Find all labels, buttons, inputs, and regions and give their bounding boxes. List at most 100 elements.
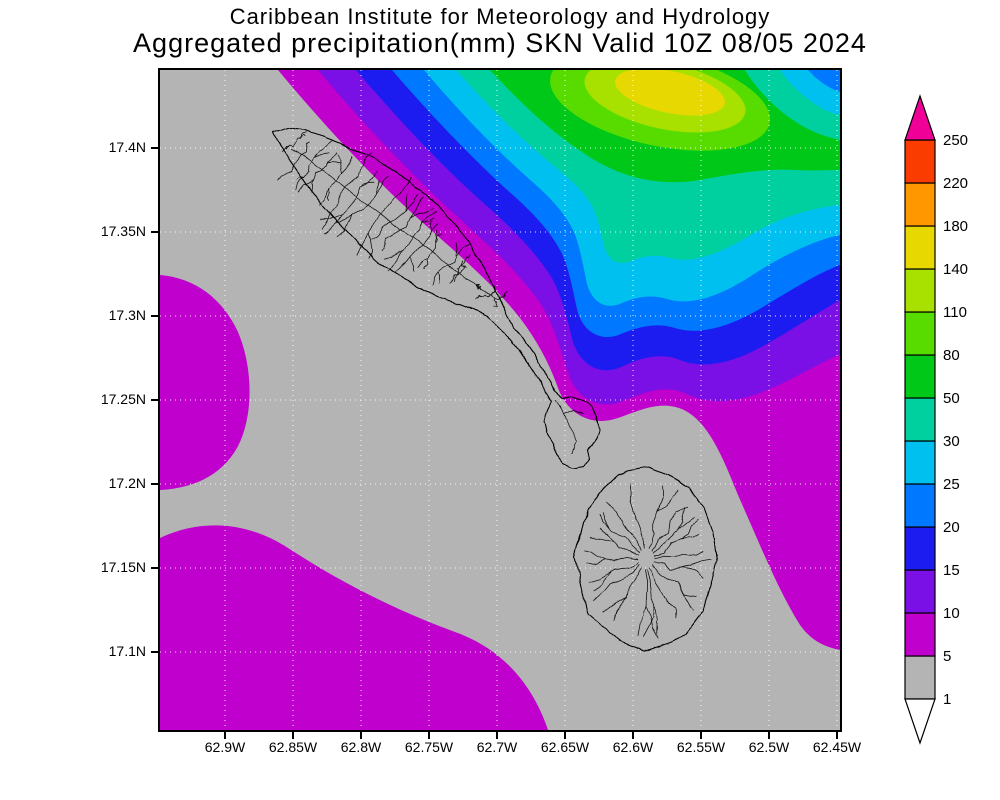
nevis-island-outline	[574, 466, 718, 652]
stream-line	[603, 512, 612, 533]
stream-line	[327, 187, 331, 201]
stream-line	[298, 170, 322, 193]
stream-line	[588, 561, 639, 583]
stream-line	[285, 145, 290, 150]
stream-line	[457, 254, 472, 270]
stream-line	[593, 564, 640, 602]
stream-line	[435, 230, 439, 246]
colorbar-cell	[904, 268, 936, 313]
stream-line	[397, 196, 425, 232]
stream-line	[356, 215, 380, 256]
stream-line	[319, 214, 343, 221]
lon-tick-label: 62.9W	[204, 739, 246, 755]
colorbar-cell	[904, 569, 936, 614]
stream-line	[310, 179, 315, 192]
colorbar-level-label: 50	[943, 390, 960, 407]
stream-line	[652, 516, 695, 554]
map-area	[158, 68, 842, 732]
colorbar-cell	[904, 397, 936, 442]
lat-tick-mark	[151, 483, 158, 485]
stream-line	[411, 256, 415, 272]
stream-line	[309, 139, 333, 167]
stream-line	[354, 170, 378, 200]
colorbar-level-label: 25	[943, 476, 960, 493]
lat-tick-mark	[151, 651, 158, 653]
stream-line	[387, 234, 415, 273]
stream-line	[598, 514, 640, 554]
stream-line	[421, 217, 434, 223]
st-kitts-island-outline	[272, 126, 600, 469]
stream-line	[605, 501, 642, 552]
stream-line	[381, 231, 399, 251]
stream-line	[432, 264, 449, 286]
lon-tick-label: 62.85W	[268, 739, 318, 755]
stream-line	[404, 193, 408, 212]
stream-line	[612, 567, 642, 622]
stream-line	[492, 296, 497, 306]
plot-title: Aggregated precipitation(mm) SKN Valid 1…	[133, 28, 867, 58]
stream-line	[475, 293, 488, 300]
stream-line	[647, 486, 664, 550]
stream-line	[650, 567, 677, 620]
lon-tick-label: 62.55W	[676, 739, 726, 755]
stream-line	[448, 243, 470, 266]
colorbar-level-label: 10	[943, 605, 960, 622]
stream-line	[319, 181, 335, 206]
stream-line	[429, 220, 433, 236]
colorbar-cell	[904, 440, 936, 485]
islands	[272, 126, 718, 652]
band-5-10-west	[160, 275, 250, 490]
lon-tick-mark	[496, 732, 498, 739]
stream-line	[413, 211, 437, 236]
contour-bands	[160, 70, 840, 730]
stream-line	[651, 506, 689, 552]
lat-tick-mark	[151, 231, 158, 233]
stream-line	[653, 551, 704, 559]
stream-line	[600, 528, 614, 543]
lon-tick-label: 62.5W	[748, 739, 790, 755]
colorbar-under-arrow	[904, 698, 936, 745]
stream-line	[563, 409, 585, 415]
stream-line	[437, 271, 441, 285]
colorbar-level-label: 250	[943, 132, 968, 149]
graticule-lines	[160, 70, 840, 730]
stream-line	[336, 208, 365, 237]
colorbar-level-label: 220	[943, 175, 968, 192]
colorbar-cell	[904, 655, 936, 700]
colorbar-level-label: 30	[943, 433, 960, 450]
lat-tick-mark	[151, 147, 158, 149]
lon-tick-mark	[224, 732, 226, 739]
stream-line	[450, 271, 461, 285]
lat-tick-label: 17.35N	[100, 223, 146, 239]
stream-line	[585, 557, 639, 564]
lat-tick-mark	[151, 567, 158, 569]
colorbar-level-label: 20	[943, 519, 960, 536]
stream-line	[359, 181, 375, 188]
stream-line	[321, 150, 339, 172]
colorbar-cell	[904, 354, 936, 399]
band-5-10-south	[160, 525, 548, 730]
lat-tick-label: 17.4N	[108, 139, 146, 155]
stream-line	[603, 597, 627, 612]
colorbar-cell	[904, 225, 936, 270]
lon-tick-label: 62.8W	[340, 739, 382, 755]
stream-line	[432, 234, 443, 253]
stream-line	[344, 153, 373, 189]
stream-line	[653, 533, 699, 556]
lon-tick-mark	[700, 732, 702, 739]
stream-line	[384, 249, 404, 259]
lat-tick-label: 17.15N	[100, 559, 146, 575]
stream-line	[500, 291, 507, 297]
colorbar-level-label: 140	[943, 261, 968, 278]
colorbar-cell	[904, 612, 936, 657]
stream-line	[334, 155, 353, 183]
stream-line	[378, 176, 414, 216]
lat-tick-label: 17.3N	[108, 307, 146, 323]
colorbar-level-label: 5	[943, 648, 951, 665]
stream-line	[460, 261, 465, 272]
colorbar-level-label: 1	[943, 691, 951, 708]
colorbar-cell	[904, 182, 936, 227]
corner-band-20-25	[808, 70, 840, 92]
stream-line	[453, 268, 459, 283]
colorbar-level-label: 180	[943, 218, 968, 235]
